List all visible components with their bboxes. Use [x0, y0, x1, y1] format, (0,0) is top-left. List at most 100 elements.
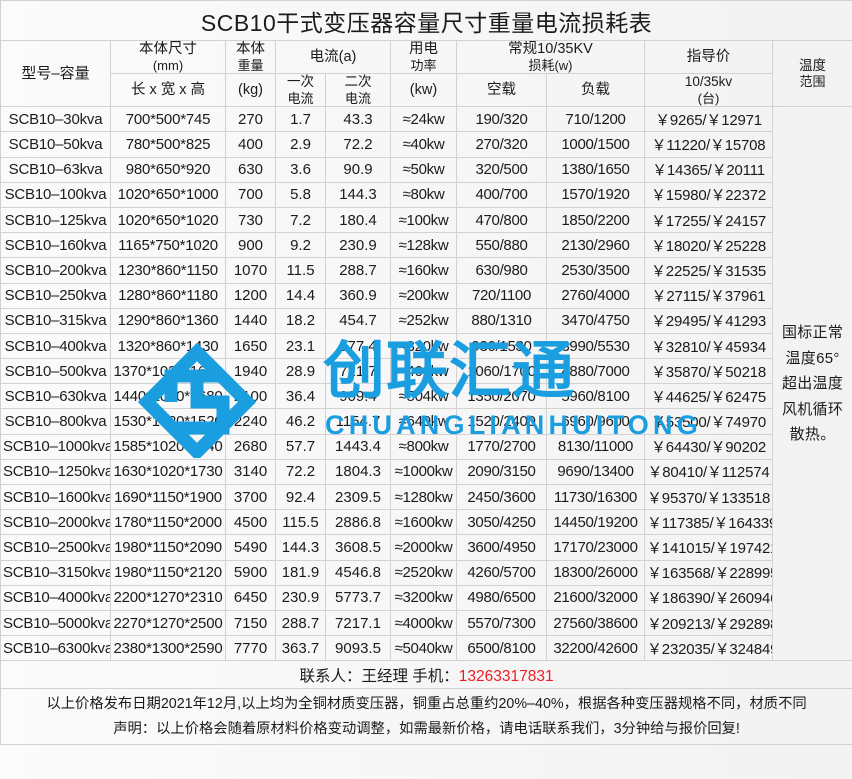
- load-loss-cell: 18300/26000: [546, 559, 645, 586]
- weight-cell: 1940: [225, 358, 276, 385]
- secondary-current-cell: 360.9: [325, 282, 391, 309]
- secondary-current-cell: 90.9: [325, 156, 391, 183]
- load-loss-cell: 9690/13400: [546, 458, 645, 486]
- weight-cell: 3140: [225, 458, 276, 486]
- dimensions-cell: 2200*1270*2310: [110, 584, 226, 611]
- no-load-loss-cell: 550/880: [456, 232, 547, 259]
- header-weight-label2: 重量: [237, 58, 264, 74]
- power-cell: ≈400kw: [390, 358, 457, 385]
- model-cell: SCB10–2000kva: [0, 509, 111, 536]
- load-loss-cell: 1380/1650: [546, 156, 645, 183]
- weight-cell: 630: [225, 156, 276, 183]
- primary-current-cell: 28.9: [275, 358, 326, 385]
- dimensions-cell: 2380*1300*2590: [110, 635, 226, 662]
- power-cell: ≈100kw: [390, 206, 457, 234]
- power-cell: ≈800kw: [390, 433, 457, 460]
- primary-current-cell: 288.7: [275, 609, 326, 637]
- no-load-loss-cell: 1520/2400: [456, 408, 547, 435]
- dimensions-cell: 2270*1270*2500: [110, 609, 226, 637]
- header-dimensions: 本体尺寸 (mm): [110, 39, 226, 75]
- table-row: SCB10–4000kva 2200*1270*2310 6450 230.9 5773…: [0, 584, 852, 611]
- secondary-current-cell: 1443.4: [325, 433, 391, 460]
- primary-current-cell: 36.4: [275, 383, 326, 410]
- primary-current-cell: 115.5: [275, 509, 326, 536]
- price-cell: ￥22525/￥31535: [644, 257, 773, 284]
- secondary-current-cell: 288.7: [325, 257, 391, 284]
- load-loss-cell: 11730/16300: [546, 484, 645, 511]
- table-row: SCB10–630kva 1440*1020*1680 2100 36.4 909.4 ≈…: [0, 383, 852, 410]
- temperature-note-line: 散热。: [789, 426, 836, 444]
- weight-cell: 1650: [225, 332, 276, 360]
- dimensions-cell: 1980*1150*2120: [110, 559, 226, 586]
- dimensions-cell: 980*650*920: [110, 156, 226, 183]
- primary-current-cell: 23.1: [275, 332, 326, 360]
- header-dimensions-sub: 长 x 宽 x 高: [110, 73, 226, 108]
- primary-current-cell: 46.2: [275, 408, 326, 435]
- price-cell: ￥14365/￥20111: [644, 156, 773, 183]
- weight-cell: 730: [225, 206, 276, 234]
- secondary-current-cell: 2309.5: [325, 484, 391, 511]
- weight-cell: 700: [225, 181, 276, 208]
- table-row: SCB10–125kva 1020*650*1020 730 7.2 180.4 ≈100…: [0, 206, 852, 234]
- primary-current-cell: 57.7: [275, 433, 326, 460]
- price-cell: ￥209213/￥292898: [644, 609, 773, 637]
- no-load-loss-cell: 6500/8100: [456, 635, 547, 662]
- secondary-current-cell: 72.2: [325, 131, 391, 158]
- temperature-note-line: 超出温度: [781, 375, 844, 393]
- load-loss-cell: 5960/8100: [546, 383, 645, 410]
- model-cell: SCB10–800kva: [0, 408, 111, 435]
- power-cell: ≈1280kw: [390, 484, 457, 511]
- header-current-secondary: 二次 电流: [325, 73, 391, 108]
- no-load-loss-cell: 930/1530: [456, 332, 547, 360]
- model-cell: SCB10–2500kva: [0, 534, 111, 561]
- weight-cell: 1440: [225, 307, 276, 334]
- header-weight: 本体 重量: [225, 39, 276, 75]
- secondary-current-cell: 230.9: [325, 232, 391, 259]
- weight-cell: 900: [225, 232, 276, 259]
- table-row: SCB10–2000kva 1780*1150*2000 4500 115.5 2886…: [0, 509, 852, 536]
- no-load-loss-cell: 270/320: [456, 131, 547, 158]
- no-load-loss-cell: 720/1100: [456, 282, 547, 309]
- price-cell: ￥80410/￥112574: [644, 458, 773, 486]
- weight-cell: 2680: [225, 433, 276, 460]
- dimensions-cell: 1585*1020*1640: [110, 433, 226, 460]
- header-current-group: 电流(a): [275, 39, 391, 75]
- table-row: SCB10–1000kva 1585*1020*1640 2680 57.7 1443.…: [0, 433, 852, 460]
- secondary-current-cell: 180.4: [325, 206, 391, 234]
- header-temperature-label1: 温度: [799, 57, 827, 73]
- contact-phone[interactable]: 13263317831: [458, 667, 554, 685]
- header-loss-load: 负载: [546, 73, 645, 108]
- power-cell: ≈640kw: [390, 408, 457, 435]
- header-price-sub-label1: 10/35kv: [684, 74, 733, 90]
- power-cell: ≈3200kw: [390, 584, 457, 611]
- table-row: SCB10–2500kva 1980*1150*2090 5490 144.3 3608…: [0, 534, 852, 561]
- model-cell: SCB10–125kva: [0, 206, 111, 234]
- capacity-price-table: SCB10干式变压器容量尺寸重量电流损耗表 型号–容量 本体尺寸 (mm) 本体…: [0, 0, 852, 746]
- model-cell: SCB10–100kva: [0, 181, 111, 208]
- power-cell: ≈4000kw: [390, 609, 457, 637]
- header-row-bottom: 长 x 宽 x 高 (kg) 一次 电流 二次 电流 (kw) 空载 负载 10…: [1, 73, 852, 108]
- model-cell: SCB10–250kva: [0, 282, 111, 309]
- weight-cell: 6450: [225, 584, 276, 611]
- primary-current-cell: 3.6: [275, 156, 326, 183]
- price-cell: ￥35870/￥50218: [644, 358, 773, 385]
- load-loss-cell: 3990/5530: [546, 332, 645, 360]
- dimensions-cell: 1280*860*1180: [110, 282, 226, 309]
- primary-current-cell: 363.7: [275, 635, 326, 662]
- primary-current-cell: 7.2: [275, 206, 326, 234]
- weight-cell: 2100: [225, 383, 276, 410]
- weight-cell: 7770: [225, 635, 276, 662]
- load-loss-cell: 6960/9600: [546, 408, 645, 435]
- contact-row: 联系人：王经理 手机：13263317831: [0, 660, 852, 690]
- dimensions-cell: 1230*860*1150: [110, 257, 226, 284]
- primary-current-cell: 72.2: [275, 458, 326, 486]
- weight-cell: 3700: [225, 484, 276, 511]
- price-cell: ￥117385/￥164339: [644, 509, 773, 536]
- power-cell: ≈1600kw: [390, 509, 457, 536]
- contact-label: 联系人：王经理 手机：: [299, 667, 459, 685]
- temperature-note-line: 国标正常: [781, 324, 844, 342]
- header-power-unit: (kw): [390, 73, 457, 108]
- contact-cell: 联系人：王经理 手机：13263317831: [0, 660, 852, 690]
- model-cell: SCB10–5000kva: [0, 609, 111, 637]
- header-price-sub-label2: (台): [697, 90, 720, 106]
